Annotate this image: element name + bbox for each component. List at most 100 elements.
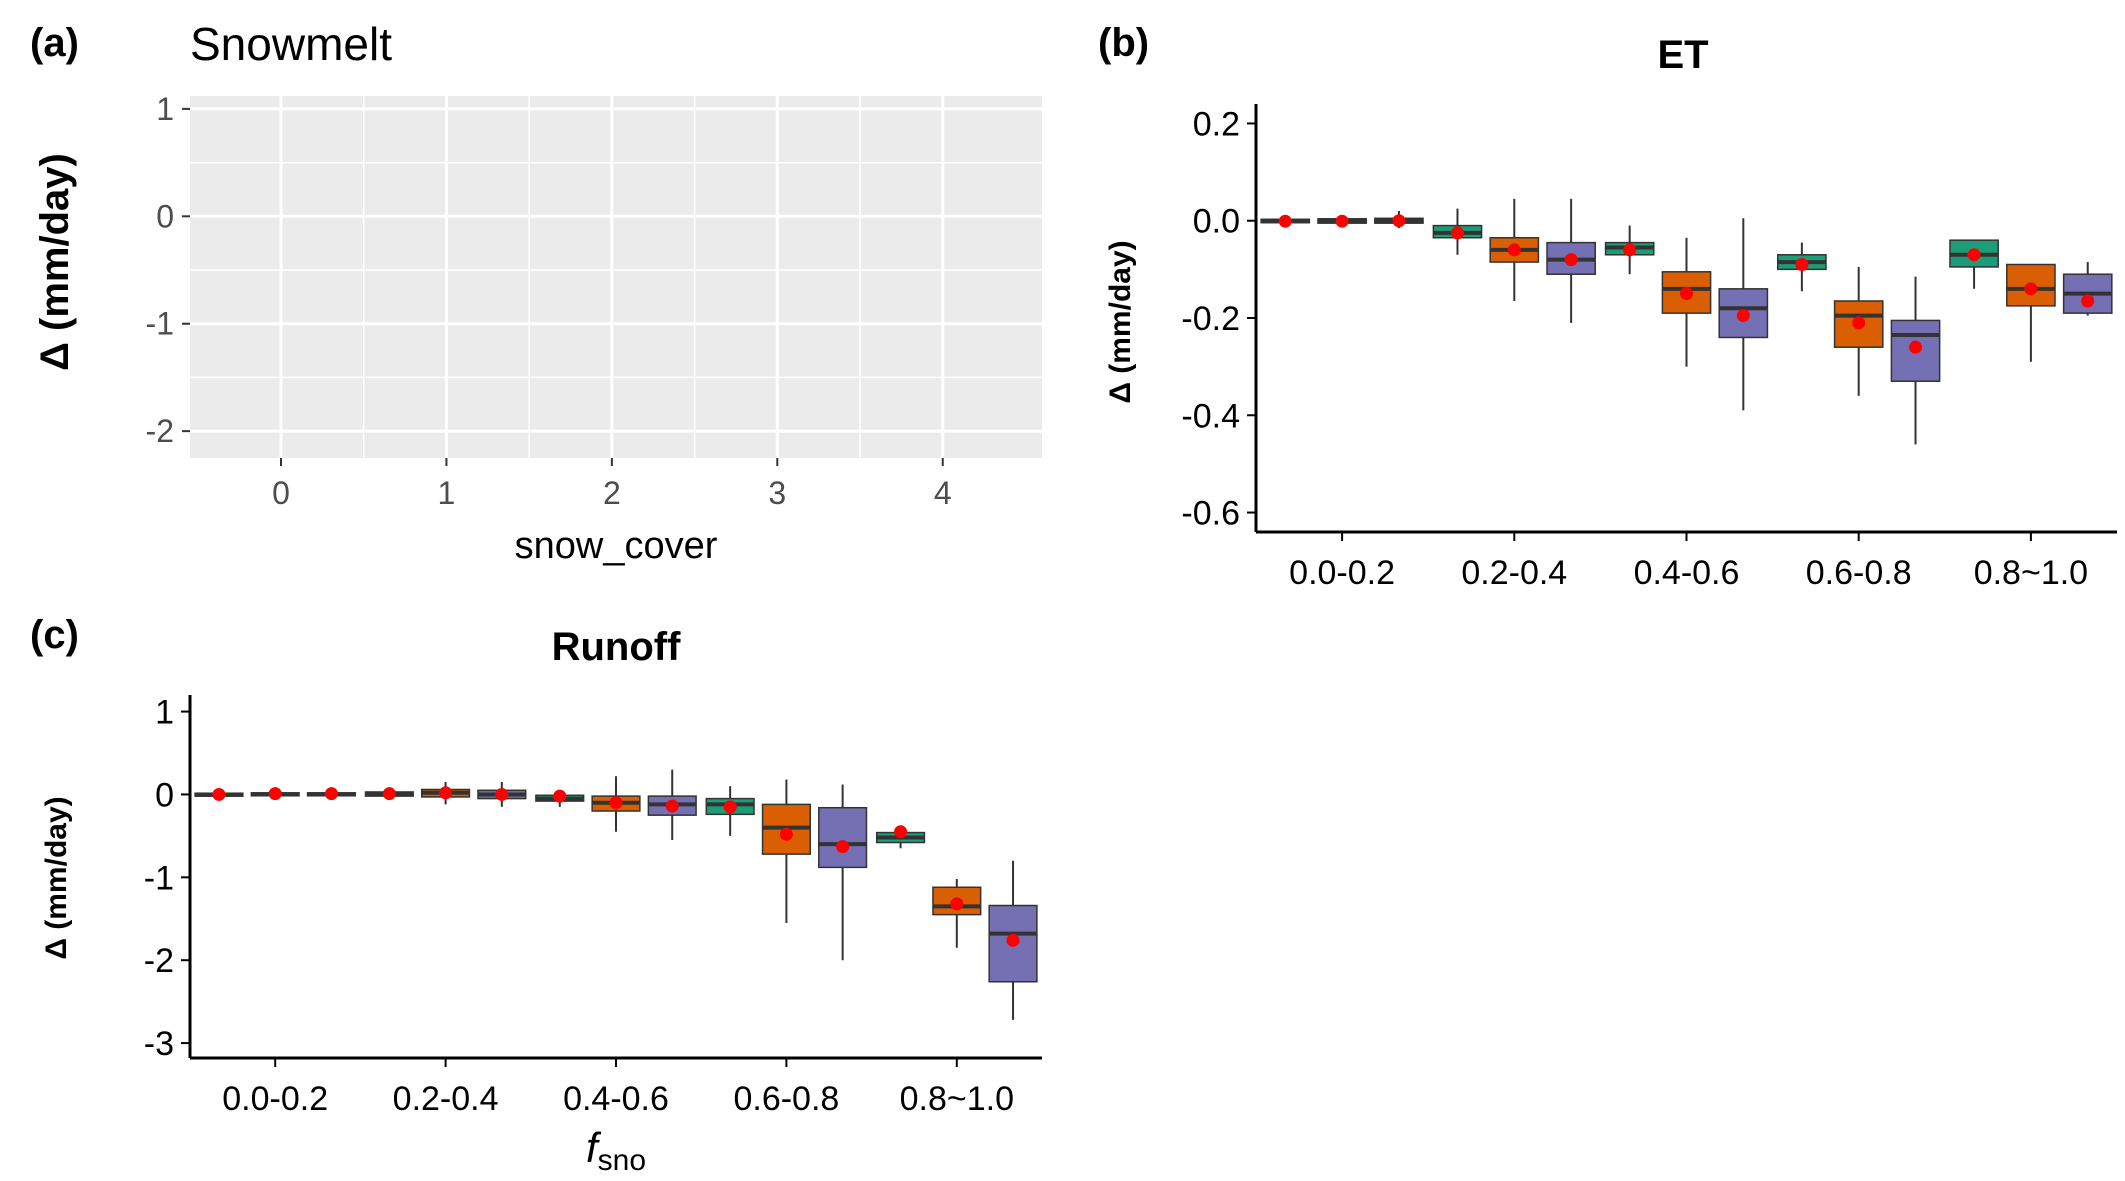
panel-b-mean-point bbox=[2081, 294, 2095, 308]
panel-c-xtick-label: 0.4-0.6 bbox=[563, 1080, 669, 1118]
panel-a-ytick-label: 1 bbox=[156, 91, 174, 127]
panel-c-mean-point bbox=[495, 787, 509, 801]
panel-c-ytick-label: -1 bbox=[144, 859, 174, 897]
panel-c-box-1-0 bbox=[250, 787, 300, 801]
panel-b-ytick-label: -0.2 bbox=[1181, 300, 1240, 338]
panel-c-box-1-4 bbox=[932, 878, 982, 948]
panel-b-box-2-3 bbox=[1890, 276, 1941, 445]
panel-c-label: (c) bbox=[30, 613, 79, 657]
panel-c-box-0-0 bbox=[194, 787, 244, 801]
panel-b-ytick-label: 0.2 bbox=[1193, 105, 1240, 143]
panel-b-mean-point bbox=[1564, 253, 1578, 267]
panel-c-box-0-2 bbox=[535, 789, 585, 807]
panel-b-box-2-4 bbox=[2062, 262, 2113, 316]
panel-b-mean-point bbox=[1335, 214, 1349, 228]
panel-b-mean-point bbox=[1450, 226, 1464, 240]
panel-a-xtick-label: 1 bbox=[438, 475, 456, 511]
panel-c-mean-point bbox=[382, 787, 396, 801]
panel-b-box-0-3 bbox=[1777, 242, 1827, 292]
panel-a-xtick-label: 3 bbox=[768, 475, 786, 511]
panel-c-mean-point bbox=[779, 827, 793, 841]
panel-b-mean-point bbox=[2024, 282, 2038, 296]
panel-b-box-1-0 bbox=[1317, 214, 1367, 228]
panel-a-snowmelt: (a) Snowmelt Δ (mm/day) snow_cover 1 0 -1 -… bbox=[30, 18, 1042, 567]
panel-b-ytick-label: 0.0 bbox=[1193, 203, 1240, 241]
panel-a-xlabel: snow_cover bbox=[515, 525, 718, 567]
panel-b-box-0-0 bbox=[1260, 214, 1311, 228]
panel-b-title: ET bbox=[1657, 33, 1708, 77]
panel-b-box-2-0 bbox=[1374, 211, 1424, 229]
panel-c-mean-point bbox=[553, 789, 567, 803]
panel-c-ylabel: Δ (mm/day) bbox=[40, 796, 73, 959]
panel-a-xtick-label: 4 bbox=[934, 475, 952, 511]
panel-c-box-1-1 bbox=[420, 782, 471, 805]
panel-b-box-0-4 bbox=[1949, 239, 1999, 289]
panel-c-title: Runoff bbox=[552, 625, 682, 669]
panel-b-box-1-1 bbox=[1489, 198, 1540, 301]
panel-c-mean-point bbox=[723, 800, 737, 814]
panel-b-ytick-label: -0.6 bbox=[1181, 495, 1240, 533]
panel-c-box-2-4 bbox=[988, 860, 1038, 1020]
panel-c-box-0-4 bbox=[875, 825, 926, 849]
panel-b-mean-point bbox=[1507, 243, 1521, 257]
panel-c-xlabel: fsno bbox=[586, 1124, 646, 1177]
panel-c-mean-point bbox=[1006, 933, 1020, 947]
panel-b-box-1-4 bbox=[2006, 263, 2056, 362]
panel-c-runoff: (c) Runoff Δ (mm/day) fsno 1 0 -1 -2 -3 0.0-0… bbox=[30, 613, 1042, 1177]
panel-c-box-2-3 bbox=[818, 784, 868, 961]
panel-c-ytick-label: 1 bbox=[155, 694, 174, 732]
panel-c-mean-point bbox=[324, 787, 338, 801]
panel-c-ytick-label: -3 bbox=[144, 1025, 174, 1063]
panel-c-mean-point bbox=[609, 796, 623, 810]
panel-b-et: (b) ET Δ (mm/day) 0.20.0-0.2-0.4-0.60.0-… bbox=[1098, 21, 2117, 592]
panel-b-box-0-2 bbox=[1604, 225, 1655, 275]
panel-c-mean-point bbox=[665, 799, 679, 813]
panel-b-xtick-label: 0.0-0.2 bbox=[1289, 554, 1395, 592]
panel-c-mean-point bbox=[836, 840, 850, 854]
panel-b-mean-point bbox=[1909, 340, 1923, 354]
panel-b-mean-point bbox=[1623, 243, 1637, 257]
panel-a-ytick-label: -2 bbox=[146, 413, 174, 449]
panel-c-mean-point bbox=[212, 787, 226, 801]
panel-c-box-rect bbox=[818, 806, 868, 869]
panel-c-box-1-2 bbox=[591, 776, 641, 832]
panel-c-xlabel-sub: sno bbox=[598, 1144, 646, 1177]
panel-c-box-1-3 bbox=[761, 779, 812, 923]
panel-a-xtick-label: 2 bbox=[603, 475, 621, 511]
panel-c-mean-point bbox=[894, 825, 908, 839]
panel-c-box-2-0 bbox=[306, 787, 357, 801]
panel-b-xtick-label: 0.4-0.6 bbox=[1634, 554, 1740, 592]
panel-c-box-0-1 bbox=[364, 787, 414, 801]
panel-b-label: (b) bbox=[1098, 21, 1149, 65]
panel-b-box-1-2 bbox=[1661, 237, 1712, 367]
panel-b-mean-point bbox=[1795, 258, 1809, 271]
panel-b-xtick-label: 0.8~1.0 bbox=[1974, 554, 2088, 592]
panel-b-mean-point bbox=[1852, 316, 1866, 330]
panel-b-box-2-1 bbox=[1546, 198, 1596, 323]
panel-c-box-0-3 bbox=[705, 786, 755, 836]
panel-c-xtick-label: 0.8~1.0 bbox=[900, 1080, 1014, 1118]
panel-a-xtick-label: 0 bbox=[272, 475, 290, 511]
panel-a-ytick-label: 0 bbox=[156, 198, 174, 234]
panel-c-ytick-label: 0 bbox=[155, 776, 174, 814]
panel-b-ylabel: Δ (mm/day) bbox=[1104, 240, 1137, 403]
panel-c-mean-point bbox=[268, 787, 282, 801]
panel-b-mean-point bbox=[1278, 214, 1292, 228]
panel-c-xtick-label: 0.0-0.2 bbox=[222, 1080, 328, 1118]
panel-b-mean-point bbox=[1967, 248, 1981, 262]
panel-b-xtick-label: 0.2-0.4 bbox=[1461, 554, 1567, 592]
panel-b-mean-point bbox=[1680, 287, 1693, 301]
panel-c-box-2-2 bbox=[647, 769, 697, 841]
panel-b-ytick-label: -0.4 bbox=[1181, 397, 1240, 435]
panel-c-xtick-label: 0.6-0.8 bbox=[733, 1080, 839, 1118]
panel-c-mean-point bbox=[950, 897, 964, 911]
panel-c-xtick-label: 0.2-0.4 bbox=[393, 1080, 499, 1118]
panel-a-label: (a) bbox=[30, 21, 79, 65]
panel-a-title: Snowmelt bbox=[190, 18, 392, 70]
panel-c-box-2-1 bbox=[477, 782, 527, 807]
panel-b-mean-point bbox=[1392, 214, 1406, 228]
panel-a-background bbox=[190, 96, 1042, 458]
panel-b-box-1-3 bbox=[1833, 266, 1884, 396]
panel-b-mean-point bbox=[1736, 309, 1750, 323]
